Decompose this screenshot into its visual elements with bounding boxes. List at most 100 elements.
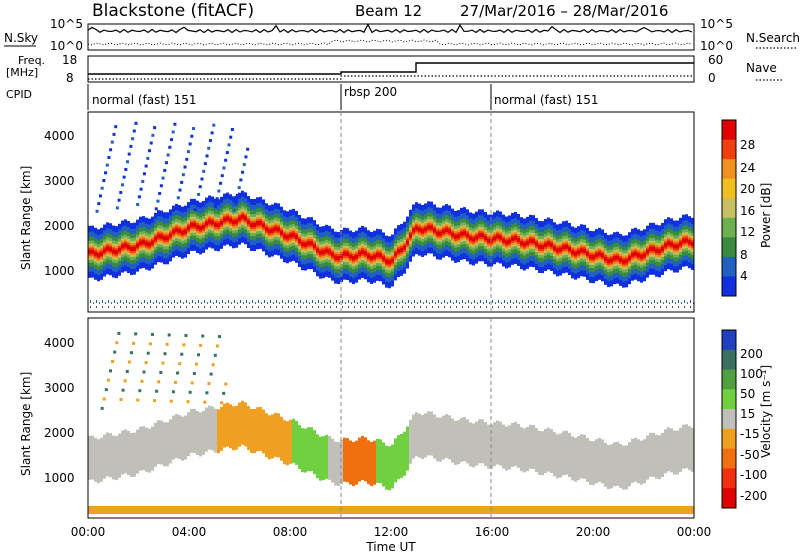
power-cell — [643, 253, 646, 258]
power-speckle — [176, 196, 180, 200]
velocity-cell — [562, 431, 565, 476]
noise-left-tick-top: 10^5 — [50, 17, 83, 31]
power-cbar-label: Power [dB] — [759, 183, 773, 248]
power-cell — [598, 251, 601, 256]
power-cell — [94, 251, 97, 256]
velocity-colorbar — [721, 329, 737, 509]
power-cell — [580, 248, 583, 253]
velocity-cell — [517, 423, 520, 468]
power-cell — [139, 240, 142, 245]
power-cell — [448, 229, 451, 234]
velocity-cell — [307, 427, 310, 472]
velocity-speckle — [163, 352, 167, 356]
power-speckle — [232, 209, 236, 213]
velocity-colorbar-swatch — [722, 448, 736, 469]
noise-sky-trace — [87, 23, 693, 34]
velocity-cell — [184, 415, 187, 460]
power-cell — [646, 249, 649, 254]
power-cell — [433, 228, 436, 233]
velocity-cell — [475, 421, 478, 466]
freq-tick-top: 18 — [62, 53, 77, 67]
date-range: 27/Mar/2016 – 28/Mar/2016 — [460, 2, 668, 20]
power-cell — [355, 254, 358, 259]
power-cell — [652, 246, 655, 251]
power-cell — [211, 220, 214, 225]
power-speckle — [203, 162, 207, 166]
power-speckle — [144, 164, 148, 168]
power-cell — [394, 252, 397, 257]
power-cell — [175, 227, 178, 232]
velocity-cell — [289, 419, 292, 464]
power-speckle — [185, 157, 189, 161]
power-cell — [232, 220, 235, 225]
velocity-speckle — [136, 398, 140, 402]
noise-search-trace — [87, 39, 693, 46]
power-cell — [148, 242, 151, 247]
power-colorbar-frame — [721, 119, 737, 297]
velocity-colorbar-swatch — [722, 349, 736, 371]
power-cell — [322, 250, 325, 255]
velocity-cell — [448, 415, 451, 460]
power-speckle — [244, 155, 248, 159]
velocity-cell — [370, 441, 373, 486]
noise-panel: N.Sky 10^5 10^0 10^5 10^0 N.Search — [4, 17, 800, 53]
velocity-cell — [223, 403, 226, 448]
power-cell — [502, 238, 505, 243]
velocity-cell — [658, 435, 661, 480]
power-cell — [151, 240, 154, 245]
velocity-cell — [652, 432, 655, 477]
velocity-cell — [409, 419, 412, 464]
vel-cbar-tick-15: 15 — [740, 407, 755, 421]
velocity-colorbar-swatch — [722, 428, 736, 450]
power-colorbar-swatch — [722, 139, 736, 160]
freq-tick-bottom: 8 — [66, 71, 74, 85]
power-speckle — [175, 203, 179, 207]
velocity-cell — [196, 411, 199, 456]
velocity-cell — [466, 419, 469, 464]
power-speckle — [227, 143, 231, 147]
power-speckle — [198, 185, 202, 189]
vel-y-label: Slant Range [km] — [19, 372, 33, 476]
velocity-cell — [619, 443, 622, 488]
power-cell — [454, 234, 457, 239]
velocity-speckle — [157, 380, 161, 384]
power-cell — [499, 235, 502, 240]
velocity-speckle — [173, 380, 177, 384]
radar-title: Blackstone (fitACF) — [92, 1, 254, 21]
velocity-cell — [322, 436, 325, 481]
power-cell — [628, 256, 631, 261]
power-speckle — [183, 165, 187, 169]
velocity-speckle — [171, 390, 175, 394]
velocity-cell — [607, 445, 610, 490]
power-cell — [631, 252, 634, 257]
velocity-speckle — [176, 371, 180, 375]
power-cell — [415, 226, 418, 231]
power-cell — [160, 234, 163, 239]
power-cell — [250, 222, 253, 227]
power-cell — [169, 233, 172, 238]
velocity-cell — [547, 427, 550, 472]
power-speckle — [217, 189, 221, 193]
velocity-speckle — [165, 342, 169, 346]
velocity-cell — [685, 424, 688, 469]
velocity-cell — [325, 434, 328, 479]
velocity-cell — [88, 435, 91, 480]
power-speckle — [166, 153, 170, 157]
power-cell — [118, 247, 121, 252]
power-colorbar-swatch — [722, 159, 736, 180]
power-cell — [400, 247, 403, 252]
power-cell — [658, 249, 661, 254]
power-y-label: Slant Range [km] — [19, 166, 33, 270]
power-speckle — [224, 158, 228, 162]
power-speckle — [168, 145, 172, 149]
power-cell — [523, 242, 526, 247]
power-cbar-tick-8: 8 — [740, 248, 748, 262]
power-cbar-tick-12: 12 — [740, 225, 755, 239]
velocity-cell — [118, 433, 121, 478]
velocity-cell — [280, 416, 283, 461]
velocity-cell — [178, 415, 181, 460]
velocity-cell — [637, 439, 640, 484]
velocity-cell — [535, 428, 538, 473]
power-y-tick-3000: 3000 — [44, 174, 75, 188]
power-cell — [127, 245, 130, 250]
